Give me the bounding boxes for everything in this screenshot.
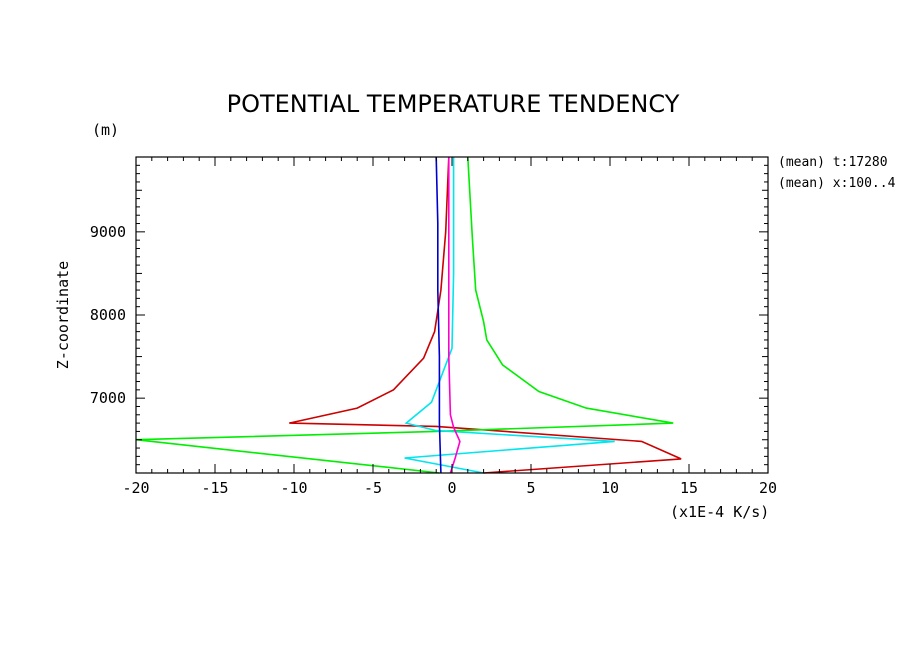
series-line-3	[404, 157, 615, 474]
x-tick-label: 5	[526, 479, 535, 497]
x-tick-label: 0	[447, 479, 456, 497]
y-axis-label: Z-coordinate	[54, 261, 72, 369]
y-tick-label: 8000	[90, 306, 126, 324]
series-line-2	[135, 156, 674, 474]
ticks-layer	[135, 156, 769, 473]
series-line-1	[289, 156, 682, 474]
chart-title: POTENTIAL TEMPERATURE TENDENCY	[227, 90, 680, 118]
x-unit-label: (x1E-4 K/s)	[670, 503, 769, 521]
x-tick-label: 10	[601, 479, 619, 497]
plot-frame	[135, 156, 769, 474]
x-tick-label: -5	[364, 479, 382, 497]
x-tick-label: 15	[680, 479, 698, 497]
series-line-5	[435, 156, 442, 474]
x-tick-label: 20	[759, 479, 777, 497]
y-unit-label: (m)	[92, 121, 119, 139]
tick-labels-layer: -20 -15 -10 -5 0 5 10 15 20 7000 8000 9000	[90, 223, 777, 497]
y-tick-label: 7000	[90, 389, 126, 407]
x-tick-label: -15	[201, 479, 228, 497]
series-layer	[135, 156, 682, 474]
annotation-x-mean: (mean) x:100..4	[778, 176, 896, 191]
y-tick-label: 9000	[90, 223, 126, 241]
x-tick-label: -20	[122, 479, 149, 497]
x-tick-label: -10	[280, 479, 307, 497]
series-line-4	[447, 157, 461, 474]
annotation-time-mean: (mean) t:17280	[778, 155, 888, 170]
